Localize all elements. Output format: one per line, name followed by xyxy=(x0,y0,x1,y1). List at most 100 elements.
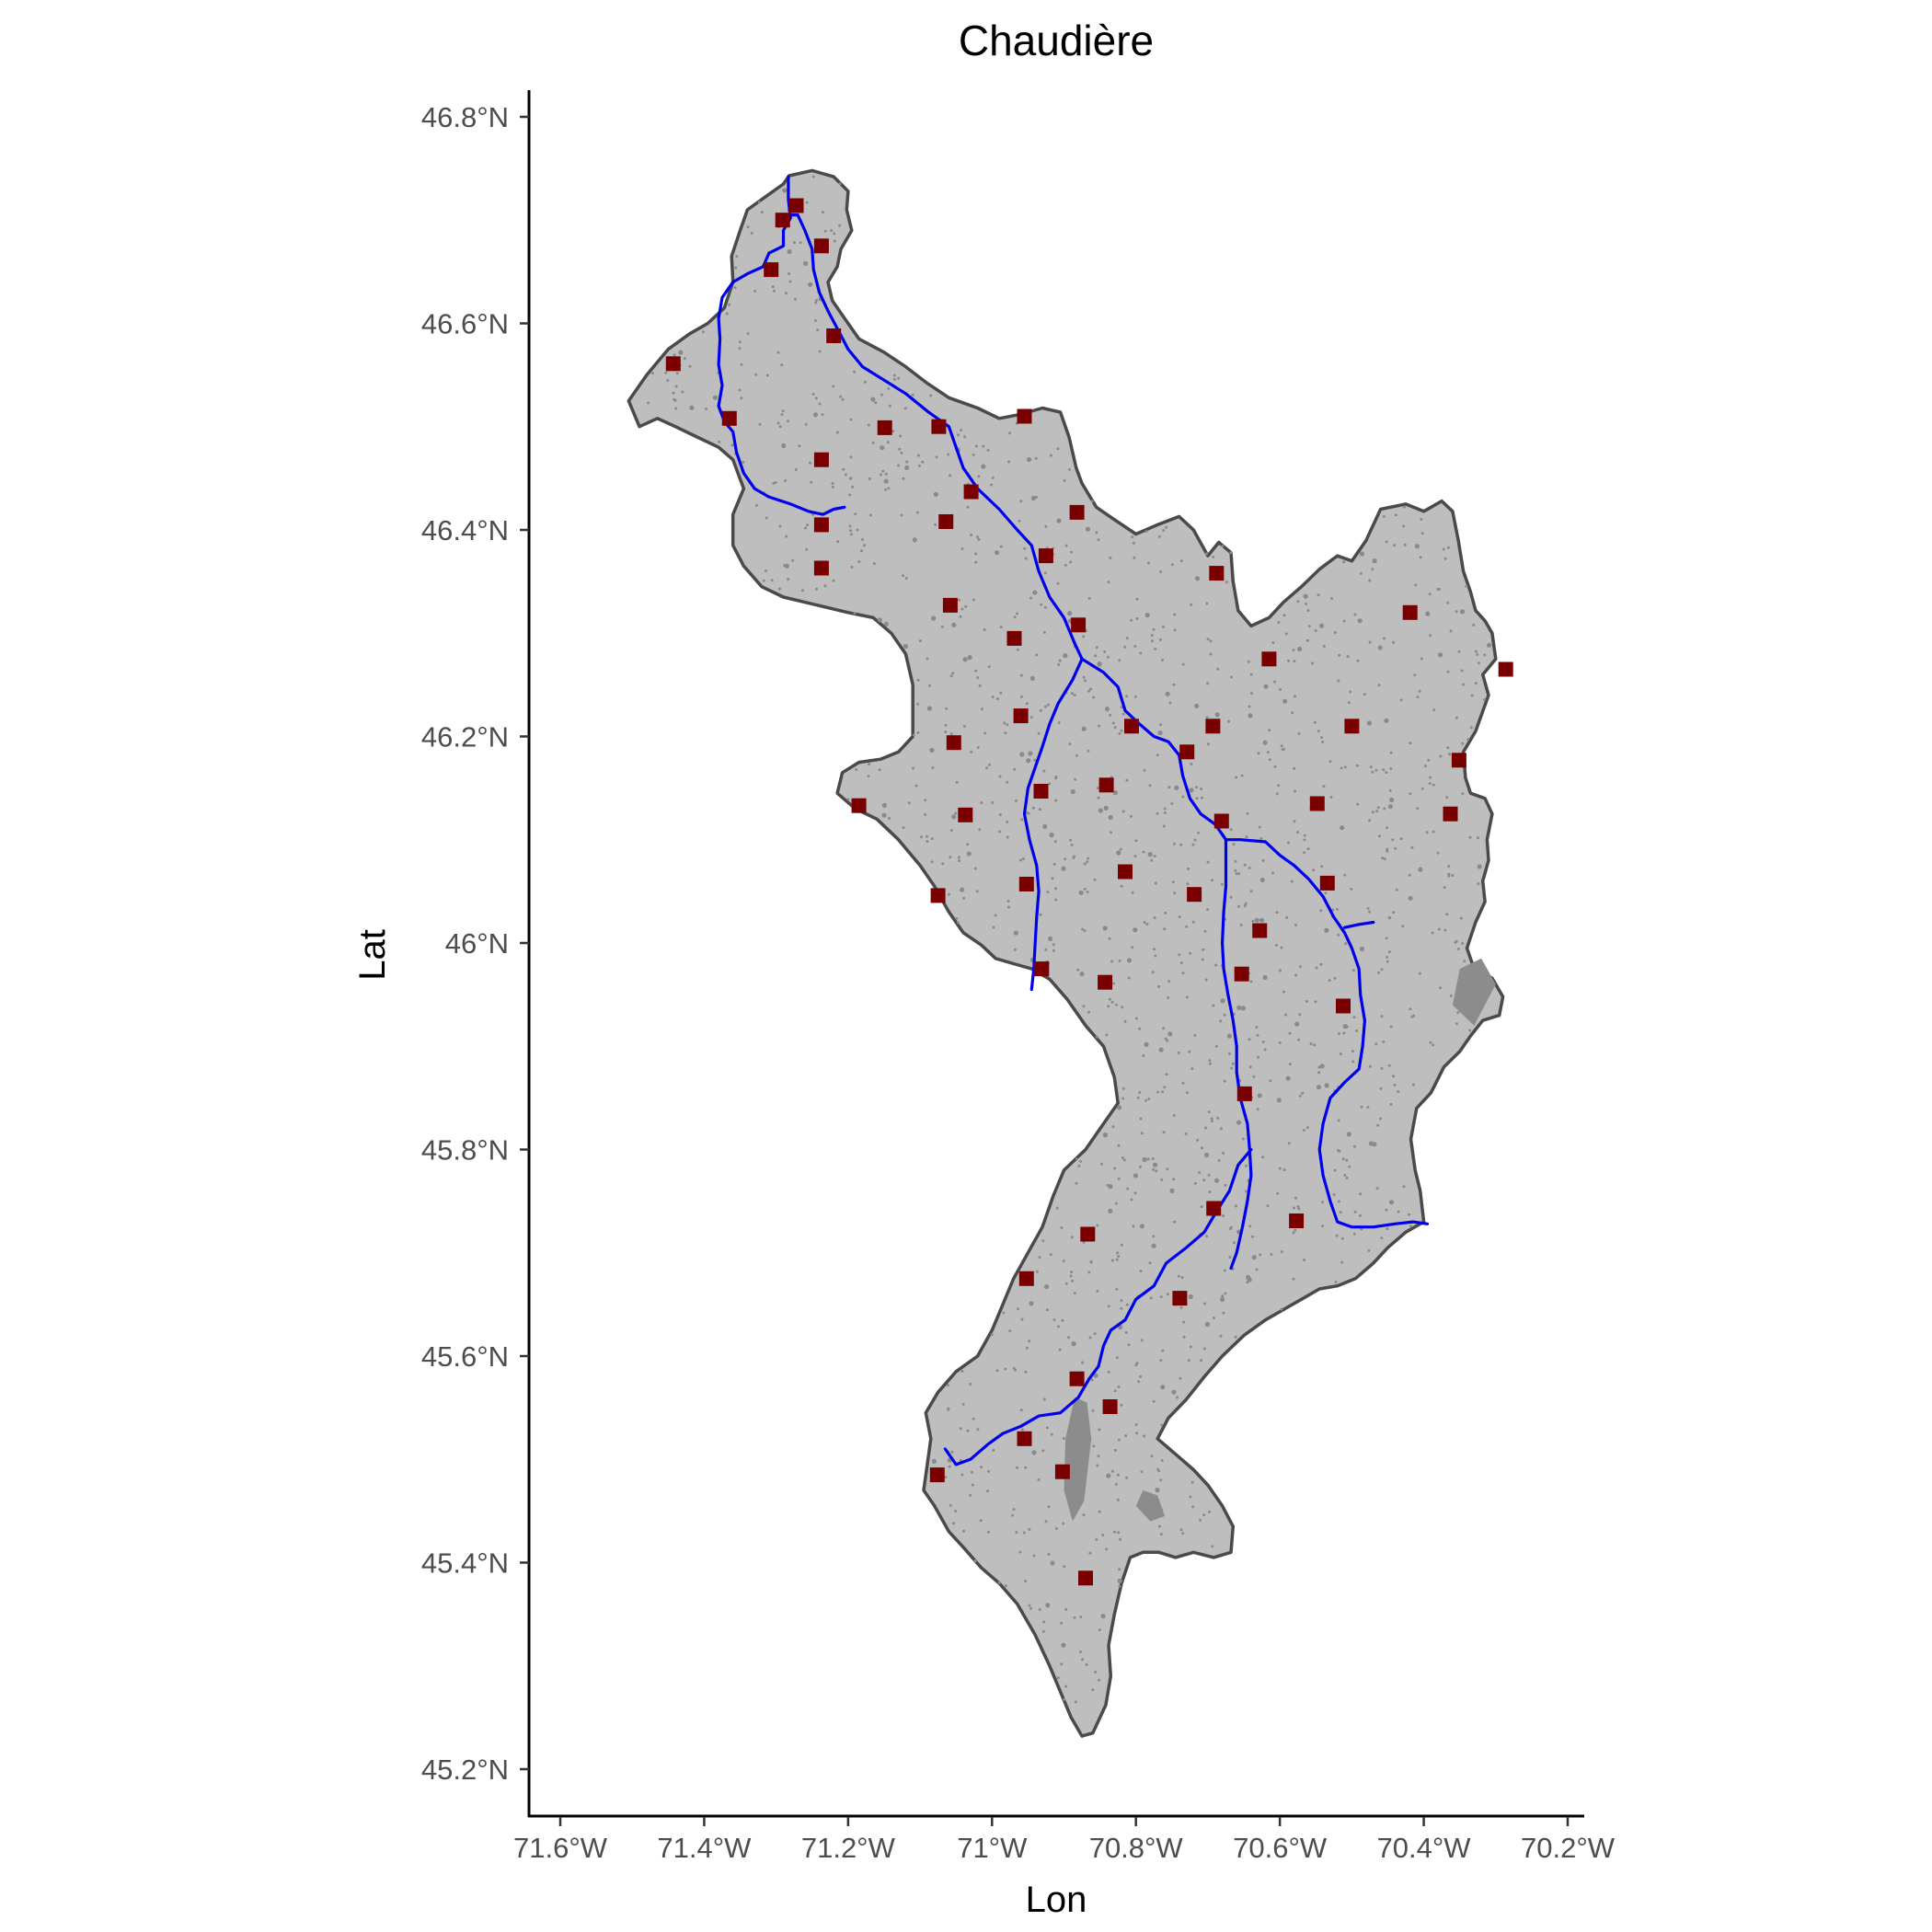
small-lake-dot xyxy=(1114,1482,1118,1486)
small-lake-dot xyxy=(1161,658,1164,661)
small-lake-dot xyxy=(1097,1455,1100,1458)
station-marker xyxy=(1451,753,1466,768)
small-lake-dot xyxy=(1173,628,1177,632)
small-lake-dot xyxy=(738,340,742,344)
small-lake-dot xyxy=(1097,796,1100,799)
small-lake-dot xyxy=(1071,692,1074,696)
small-lake-dot xyxy=(1329,796,1333,799)
small-lake-dot xyxy=(1301,1091,1305,1095)
small-lake-dot xyxy=(1349,690,1352,694)
small-lake-dot xyxy=(1368,1064,1372,1068)
small-lake-dot xyxy=(1377,645,1383,650)
small-lake-dot xyxy=(880,445,885,451)
station-marker xyxy=(1319,875,1335,891)
small-lake-dot xyxy=(1079,1159,1083,1163)
small-lake-dot xyxy=(966,851,972,857)
small-lake-dot xyxy=(1235,776,1238,779)
small-lake-dot xyxy=(1013,948,1017,951)
small-lake-dot xyxy=(1212,555,1215,558)
station-marker xyxy=(1209,566,1225,581)
small-lake-dot xyxy=(1163,1086,1167,1089)
small-lake-dot xyxy=(1108,814,1113,821)
small-lake-dot xyxy=(1164,1037,1167,1041)
small-lake-dot xyxy=(1035,496,1039,499)
small-lake-dot xyxy=(1342,1031,1346,1035)
small-lake-dot xyxy=(1030,495,1036,501)
small-lake-dot xyxy=(1172,1178,1176,1181)
small-lake-dot xyxy=(1162,824,1166,828)
small-lake-dot xyxy=(1393,1083,1397,1087)
small-lake-dot xyxy=(1339,1052,1342,1056)
station-marker xyxy=(946,735,961,751)
small-lake-dot xyxy=(1006,835,1009,839)
station-marker xyxy=(1252,923,1268,938)
small-lake-dot xyxy=(1420,787,1424,790)
x-tick-label: 70.4°W xyxy=(1377,1832,1472,1864)
small-lake-dot xyxy=(1029,716,1033,719)
small-lake-dot xyxy=(904,577,908,580)
small-lake-dot xyxy=(959,1427,962,1431)
small-lake-dot xyxy=(1098,1628,1101,1632)
small-lake-dot xyxy=(1294,1228,1297,1232)
small-lake-dot xyxy=(1216,667,1220,671)
small-lake-dot xyxy=(1075,1181,1078,1185)
small-lake-dot xyxy=(1102,926,1108,931)
small-lake-dot xyxy=(1243,863,1247,867)
river-line xyxy=(1342,920,1375,929)
small-lake-dot xyxy=(1160,1385,1166,1390)
small-lake-dot xyxy=(1263,1048,1267,1052)
small-lake-dot xyxy=(1169,1188,1175,1193)
small-lake-dot xyxy=(1003,721,1006,725)
small-lake-dot xyxy=(1395,888,1398,891)
small-lake-dot xyxy=(1386,960,1389,963)
small-lake-dot xyxy=(1236,1120,1242,1125)
small-lake-dot xyxy=(1290,880,1294,883)
small-lake-dot xyxy=(1180,1276,1184,1279)
small-lake-dot xyxy=(1320,865,1324,868)
small-lake-dot xyxy=(1342,560,1346,564)
small-lake-dot xyxy=(1035,1270,1039,1273)
small-lake-dot xyxy=(1220,882,1224,886)
small-lake-dot xyxy=(999,545,1003,548)
small-lake-dot xyxy=(1062,1437,1065,1440)
small-lake-dot xyxy=(1275,911,1279,914)
small-lake-dot xyxy=(1098,724,1101,728)
small-lake-dot xyxy=(1037,731,1041,735)
small-lake-dot xyxy=(1462,683,1465,686)
station-marker xyxy=(1080,1226,1096,1242)
small-lake-dot xyxy=(734,266,738,270)
small-lake-dot xyxy=(1372,1142,1377,1147)
small-lake-dot xyxy=(1321,1201,1324,1204)
small-lake-dot xyxy=(1018,519,1021,523)
small-lake-dot xyxy=(809,461,811,465)
small-lake-dot xyxy=(976,676,980,680)
small-lake-dot xyxy=(1243,904,1247,907)
small-lake-dot xyxy=(674,407,678,410)
small-lake-dot xyxy=(1428,592,1432,596)
small-lake-dot xyxy=(898,447,902,451)
small-lake-dot xyxy=(1319,1064,1325,1069)
small-lake-dot xyxy=(1456,947,1460,950)
small-lake-dot xyxy=(1261,1156,1265,1159)
small-lake-dot xyxy=(1107,581,1110,584)
small-lake-dot xyxy=(1159,638,1162,641)
small-lake-dot xyxy=(962,1529,965,1533)
small-lake-dot xyxy=(868,763,871,766)
small-lake-dot xyxy=(1455,716,1458,719)
small-lake-dot xyxy=(1083,679,1087,683)
small-lake-dot xyxy=(1143,768,1146,772)
small-lake-dot xyxy=(1134,839,1138,843)
small-lake-dot xyxy=(1447,865,1451,868)
small-lake-dot xyxy=(1221,545,1225,547)
small-lake-dot xyxy=(1401,925,1405,928)
small-lake-dot xyxy=(1388,1200,1395,1205)
small-lake-dot xyxy=(914,784,918,788)
small-lake-dot xyxy=(1043,605,1047,609)
station-marker xyxy=(1017,1431,1032,1446)
small-lake-dot xyxy=(816,328,820,332)
small-lake-dot xyxy=(1083,929,1087,933)
small-lake-dot xyxy=(1013,767,1017,771)
small-lake-dot xyxy=(1469,726,1473,730)
small-lake-dot xyxy=(1159,1533,1163,1536)
